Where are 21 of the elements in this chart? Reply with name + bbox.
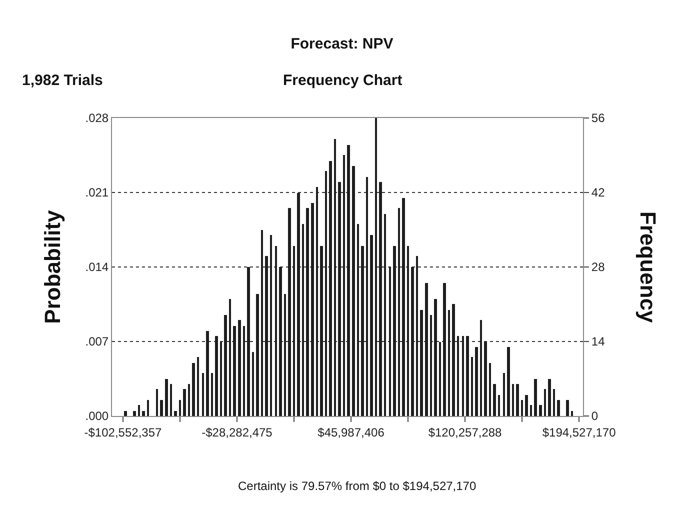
y-tick-label: .014 <box>85 260 109 274</box>
y-tick-label: .007 <box>85 334 109 349</box>
x-tick-label: $45,987,406 <box>318 425 385 440</box>
y2-tick-label: 14 <box>591 334 606 349</box>
y-tick-label: .000 <box>85 409 109 424</box>
y2-tick-label: 42 <box>591 186 606 200</box>
y2-tick-label: 28 <box>591 260 606 274</box>
x-tick-label: -$102,552,357 <box>84 425 162 440</box>
x-tick-label: $194,527,170 <box>542 425 616 440</box>
y2-axis-title: Frequency <box>636 211 661 324</box>
y2-tick-label: 56 <box>591 111 606 126</box>
chart-title: Forecast: NPV <box>290 35 394 52</box>
text: 1,982 Trials <box>22 72 103 89</box>
x-tick-label: $120,257,288 <box>428 425 502 440</box>
x-tick-label: -$28,282,475 <box>202 425 273 440</box>
chart-subtitle: Frequency Chart <box>283 72 402 89</box>
y-axis-title: Probability <box>40 209 66 324</box>
text: Certainty is 79.57% from $0 to $194,527,170 <box>238 479 476 493</box>
y-tick-label: .028 <box>85 111 109 126</box>
y2-tick-label: 0 <box>591 409 598 424</box>
y-tick-label: .021 <box>85 186 109 200</box>
